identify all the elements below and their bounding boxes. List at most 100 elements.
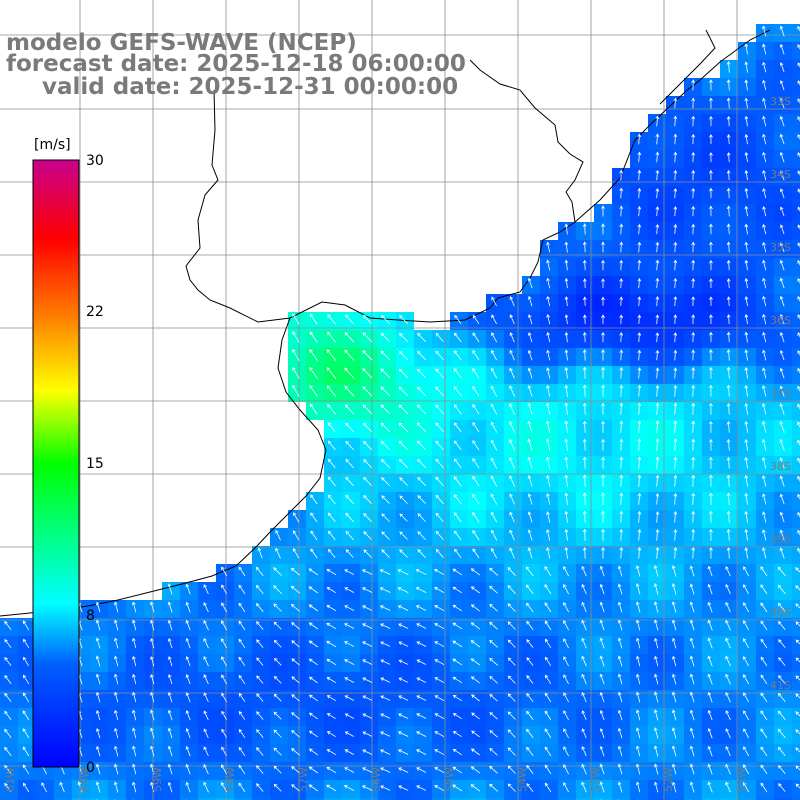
wind-arrow: [328, 548, 336, 559]
wind-cell: [36, 798, 54, 800]
wind-arrow: [397, 569, 409, 575]
wind-cell: [792, 690, 800, 708]
wind-arrow: [509, 493, 515, 505]
wind-arrow: [238, 764, 246, 775]
wind-arrow: [526, 692, 534, 702]
wind-arrow: [671, 565, 677, 577]
wind-arrow: [744, 367, 749, 379]
wind-arrow: [526, 728, 534, 739]
wind-cell: [0, 798, 18, 800]
wind-arrow: [564, 474, 569, 487]
wind-arrow: [114, 655, 119, 667]
wind-arrow: [653, 583, 659, 595]
colorbar-unit: [m/s]: [34, 137, 71, 153]
wind-arrow: [760, 764, 768, 775]
lat-label: 33S: [770, 95, 791, 108]
wind-arrow: [726, 510, 731, 523]
wind-arrow: [470, 604, 481, 612]
wind-cell: [396, 798, 414, 800]
wind-arrow: [635, 565, 641, 577]
wind-arrow: [167, 709, 173, 721]
wind-arrow: [691, 241, 696, 253]
wind-arrow: [507, 765, 516, 774]
wind-arrow: [691, 438, 696, 451]
wind-arrow: [637, 349, 642, 361]
wind-arrow: [150, 656, 155, 667]
wind-arrow: [726, 61, 731, 73]
wind-arrow: [114, 709, 119, 721]
wind-arrow: [452, 586, 463, 594]
wind-arrow: [95, 781, 101, 793]
wind-arrow: [563, 584, 570, 595]
wind-arrow: [762, 367, 767, 379]
wind-arrow: [435, 350, 444, 361]
wind-arrow: [689, 691, 695, 703]
wind-cell: [270, 798, 288, 800]
wind-arrow: [344, 749, 355, 755]
wind-arrow: [362, 332, 373, 343]
wind-arrow: [291, 766, 300, 774]
wind-arrow: [689, 637, 695, 649]
wind-arrow: [185, 710, 191, 721]
wind-arrow: [527, 493, 533, 505]
wind-arrow: [326, 784, 337, 792]
wind-arrow: [709, 314, 713, 325]
wind-arrow: [709, 97, 713, 109]
wind-arrow: [653, 565, 659, 577]
wind-arrow: [399, 315, 408, 324]
wind-arrow: [291, 640, 300, 648]
wind-arrow: [95, 619, 101, 631]
wind-cell: [792, 492, 800, 510]
wind-arrow: [149, 727, 155, 739]
wind-arrow: [221, 674, 228, 685]
wind-arrow: [4, 728, 12, 739]
wind-arrow: [544, 674, 552, 685]
wind-arrow: [725, 565, 731, 577]
wind-arrow: [709, 492, 713, 505]
wind-arrow: [452, 622, 463, 630]
wind-arrow: [509, 296, 515, 307]
wind-arrow: [582, 331, 587, 343]
wind-arrow: [326, 587, 337, 594]
wind-arrow: [544, 692, 552, 703]
coastline-east: [574, 29, 771, 223]
wind-arrow: [691, 492, 696, 505]
wind-arrow: [797, 421, 800, 428]
wind-arrow: [762, 547, 767, 559]
wind-arrow: [452, 713, 462, 720]
wind-arrow: [744, 402, 749, 415]
wind-arrow: [744, 79, 749, 91]
wind-arrow: [273, 567, 282, 576]
wind-arrow: [472, 511, 480, 523]
wind-arrow: [726, 296, 731, 307]
wind-arrow: [472, 314, 480, 325]
wind-arrow: [489, 657, 498, 666]
wind-cell: [522, 798, 540, 800]
wind-arrow: [726, 438, 731, 451]
wind-arrow: [691, 510, 696, 523]
wind-arrow: [744, 492, 749, 505]
wind-arrow: [416, 659, 427, 665]
wind-arrow: [655, 493, 660, 505]
wind-arrow: [744, 420, 749, 433]
wind-arrow: [671, 727, 677, 739]
wind-arrow: [526, 602, 534, 613]
wind-arrow: [362, 422, 373, 433]
wind-arrow: [238, 782, 246, 793]
wind-arrow: [362, 731, 373, 737]
wind-arrow: [434, 659, 445, 665]
wind-arrow: [689, 601, 695, 613]
wind-arrow: [470, 784, 481, 792]
wind-arrow: [362, 569, 373, 575]
wind-arrow: [655, 314, 660, 325]
wind-arrow: [655, 367, 660, 379]
wind-arrow: [345, 549, 354, 558]
wind-arrow: [489, 765, 498, 774]
wind-cell: [792, 402, 800, 420]
wind-cell: [252, 798, 270, 800]
wind-arrow: [563, 674, 569, 685]
wind-arrow: [417, 549, 426, 558]
wind-arrow: [344, 605, 355, 611]
wind-arrow: [635, 763, 641, 775]
wind-arrow: [691, 402, 696, 415]
